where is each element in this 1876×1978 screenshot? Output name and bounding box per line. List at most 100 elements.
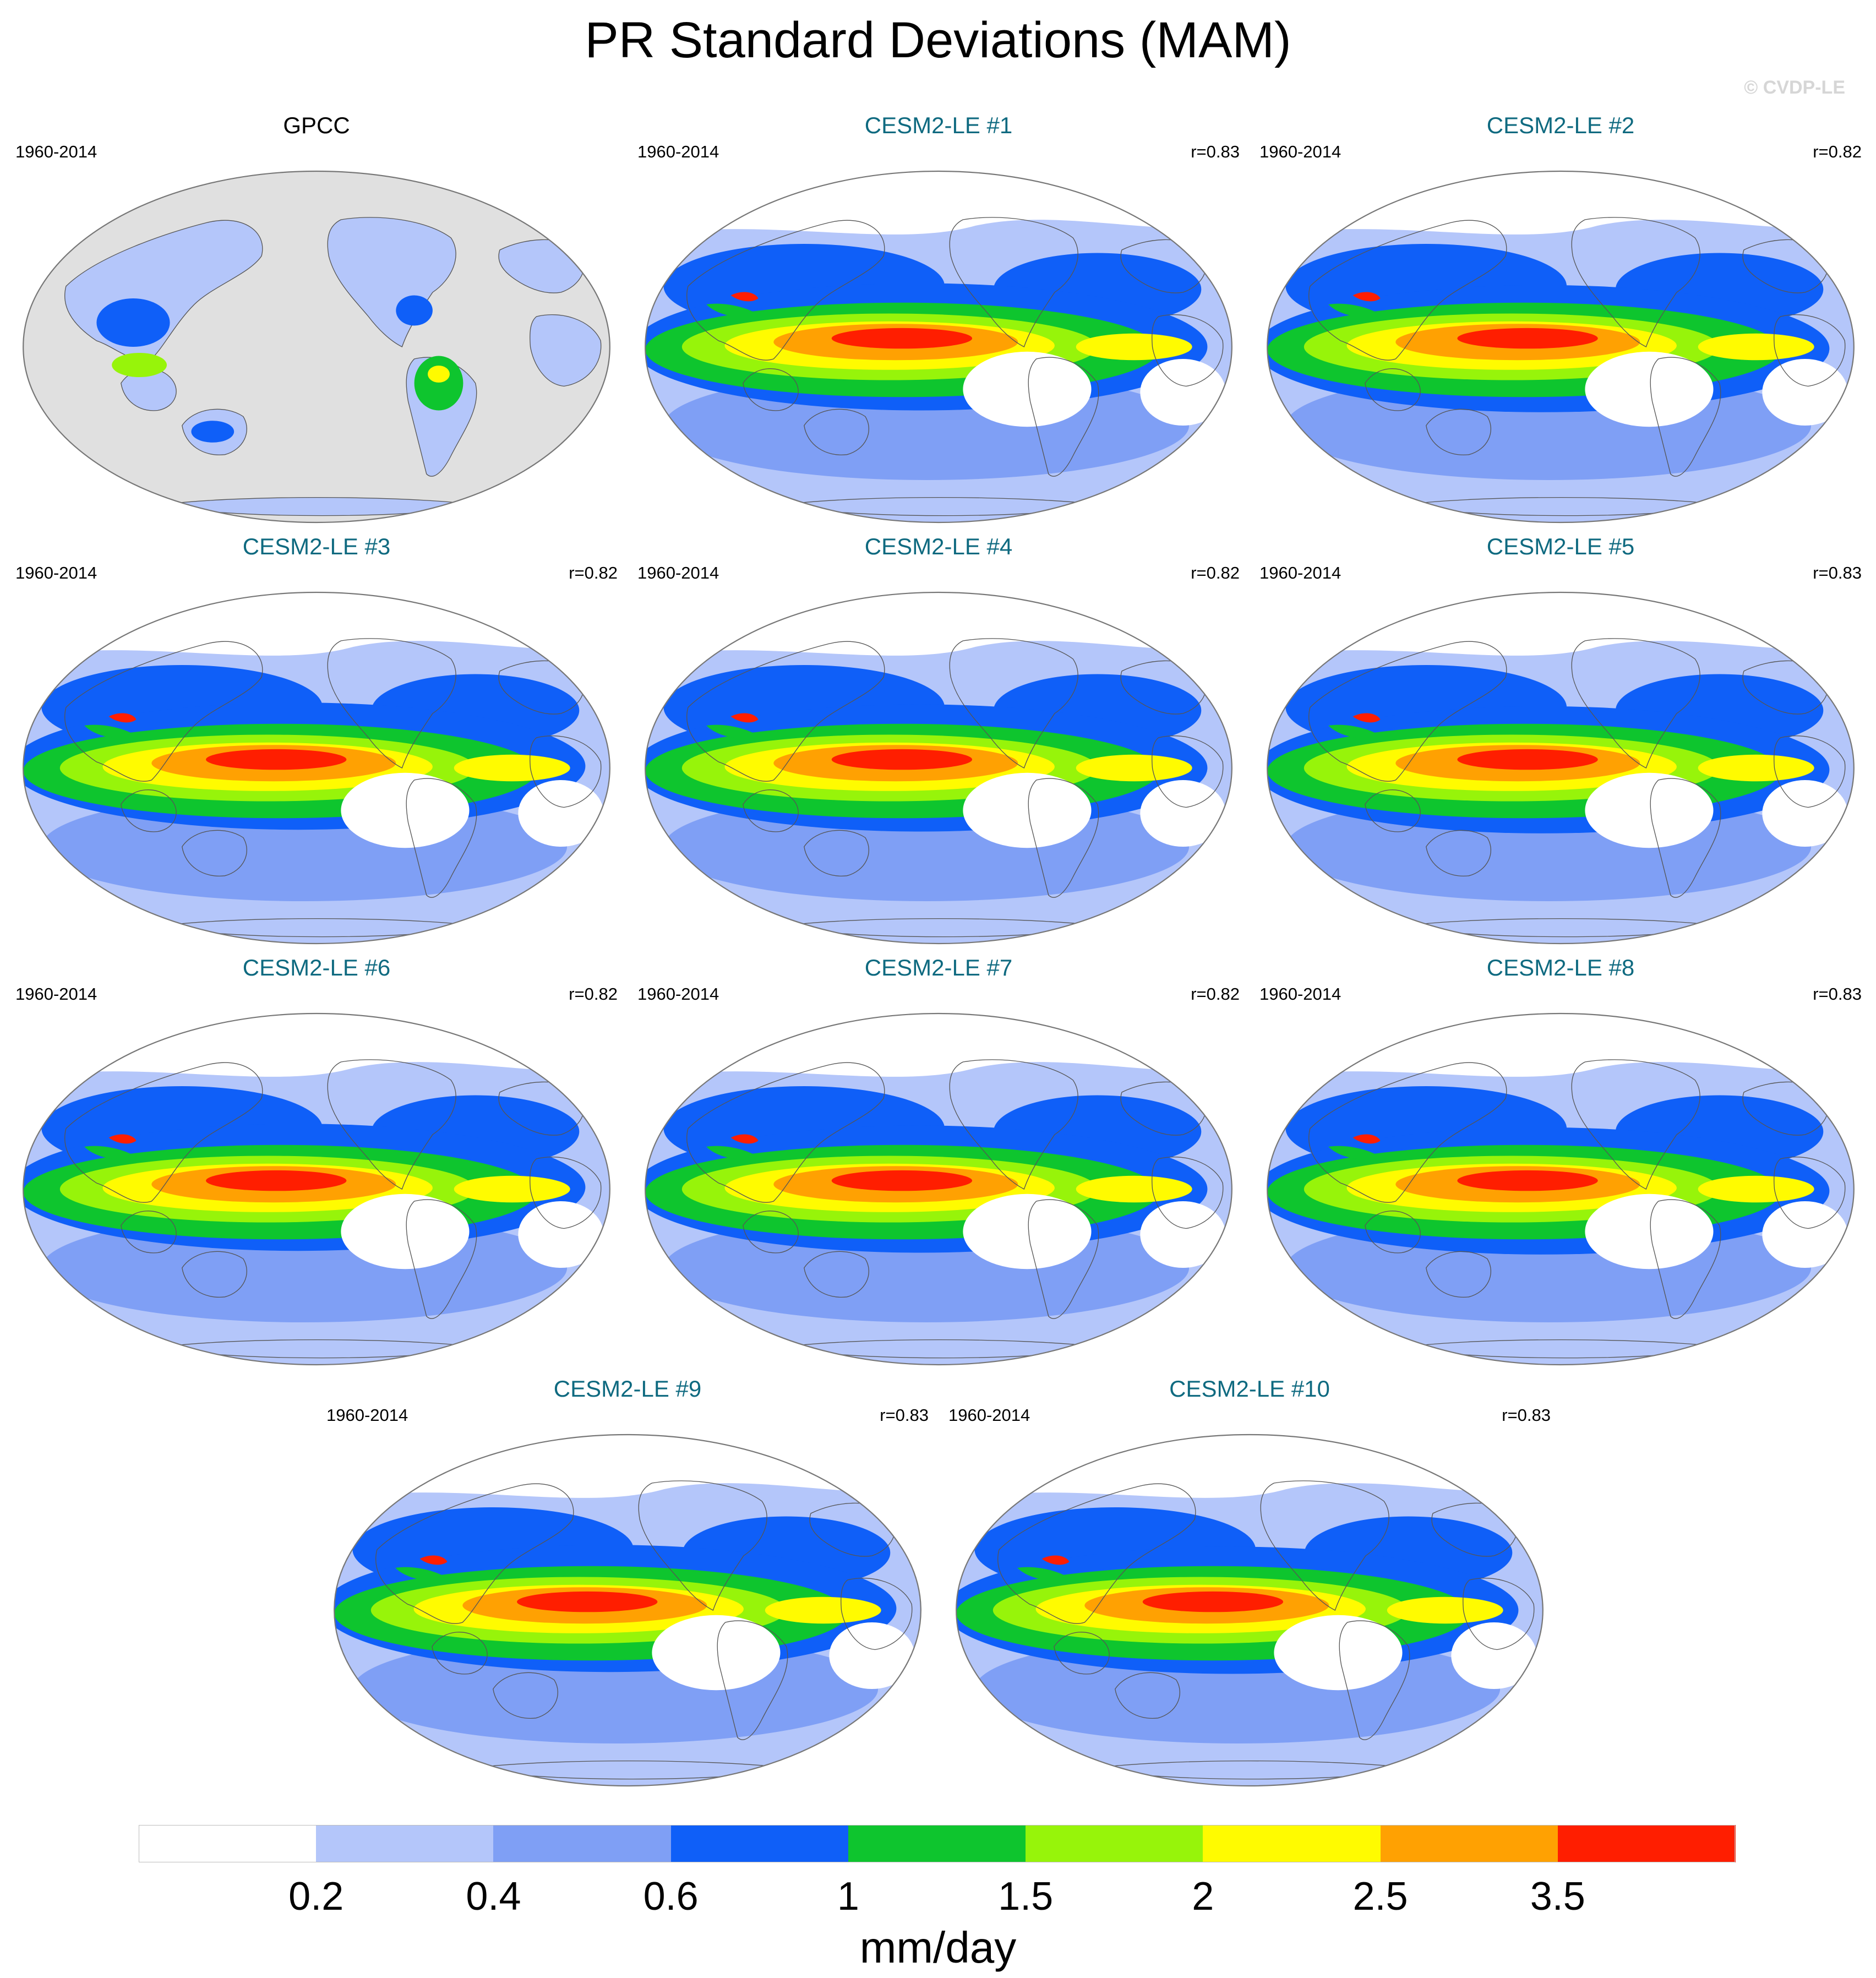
field-dry-southeast-pacific — [1274, 1615, 1403, 1691]
field-atlantic-itcz — [1076, 333, 1192, 361]
coastline-2 — [1115, 1672, 1180, 1719]
map-frame — [23, 170, 610, 524]
land-field-amazon-core — [428, 366, 450, 383]
panel-period: 1960-2014 — [637, 563, 719, 582]
world-map — [23, 170, 610, 524]
field-atlantic-itcz — [765, 1596, 881, 1624]
map-panel: GPCC 1960-2014 — [6, 110, 628, 528]
coastline-6 — [1152, 314, 1224, 387]
world-map — [645, 1012, 1233, 1366]
coastline-4 — [1028, 1199, 1099, 1319]
world-map — [1267, 591, 1855, 945]
field-tropics-red — [1457, 1170, 1598, 1191]
coastline-0 — [64, 641, 263, 782]
panel-title: CESM2-LE #1 — [864, 112, 1013, 138]
field-kuroshio-hotspot — [1353, 1134, 1381, 1144]
map-panel: CESM2-LE #9 1960-2014 r=0.83 — [317, 1374, 939, 1792]
coastline-0 — [1308, 1062, 1507, 1203]
panel-period: 1960-2014 — [948, 1405, 1030, 1425]
field-atlantic-itcz — [1698, 1175, 1814, 1203]
field-east-asia — [706, 303, 762, 318]
coastline-1 — [743, 1211, 799, 1254]
coastline-6 — [1463, 1578, 1535, 1650]
panel-period: 1960-2014 — [637, 984, 719, 1004]
coastline-0 — [1308, 220, 1507, 361]
field-east-asia — [1328, 724, 1384, 739]
panel-correlation: r=0.83 — [1813, 563, 1862, 582]
coastline-2 — [1426, 408, 1491, 456]
panel-title: CESM2-LE #9 — [553, 1376, 702, 1402]
coastline-5 — [1742, 239, 1829, 293]
coastline-4 — [1650, 357, 1721, 477]
colorbar-tick-label: 1 — [837, 1875, 859, 1919]
map-panel: CESM2-LE #1 1960-2014 r=0.83 — [628, 110, 1250, 528]
coastline-1 — [1054, 1632, 1110, 1675]
panel-correlation: r=0.82 — [569, 984, 618, 1004]
map-panel: CESM2-LE #6 1960-2014 r=0.82 — [6, 952, 628, 1371]
world-map — [23, 591, 610, 945]
field-east-asia — [84, 1146, 140, 1160]
coastline-0 — [686, 220, 885, 361]
coastline-3 — [949, 217, 1078, 347]
coastline-5 — [1431, 1502, 1518, 1557]
world-map — [23, 1012, 610, 1366]
land-field-maritime — [112, 353, 167, 377]
colorbar-segment — [848, 1825, 1027, 1862]
land-5 — [498, 239, 585, 293]
field-low-south — [1267, 476, 1854, 522]
land-7 — [163, 497, 476, 516]
colorbar-units: mm/day — [859, 1923, 1017, 1972]
world-map — [334, 1434, 921, 1787]
coastline-3 — [949, 638, 1078, 769]
land-field-amazon — [414, 356, 463, 411]
field-east-asia — [1328, 303, 1384, 318]
field-tropics-red — [831, 1170, 973, 1191]
field-atlantic-itcz — [1698, 754, 1814, 782]
panel-title: CESM2-LE #5 — [1486, 533, 1635, 559]
coastline-5 — [1120, 660, 1207, 715]
world-map — [956, 1434, 1544, 1787]
panel-period: 1960-2014 — [1259, 142, 1341, 161]
world-map — [1267, 1012, 1855, 1366]
field-dry-southeast-pacific — [341, 772, 470, 848]
colorbar-frame — [139, 1825, 1735, 1862]
field-atlantic-itcz — [454, 1175, 570, 1203]
field-low-south — [645, 476, 1232, 522]
colorbar-segment — [493, 1825, 672, 1862]
coastline-0 — [997, 1483, 1196, 1624]
coastline-6 — [841, 1578, 913, 1650]
field-dry-south-atlantic — [518, 780, 604, 847]
field-east-asia — [395, 1567, 451, 1581]
field-east-asia — [706, 724, 762, 739]
map-frame — [1267, 170, 1855, 524]
field-kuroshio-hotspot — [1353, 713, 1381, 723]
coastline-5 — [1120, 239, 1207, 293]
colorbar-tick-label: 0.6 — [643, 1875, 699, 1919]
panel-correlation: r=0.82 — [569, 563, 618, 582]
coastline-2 — [182, 1251, 247, 1298]
colorbar-tick-label: 0.2 — [288, 1875, 344, 1919]
coastline-4 — [1650, 778, 1721, 898]
field-dry-southeast-pacific — [1585, 772, 1714, 848]
coastline-6 — [530, 735, 602, 808]
map-panel: CESM2-LE #3 1960-2014 r=0.82 — [6, 531, 628, 950]
coastline-1 — [432, 1632, 488, 1675]
panel-correlation: r=0.82 — [1813, 142, 1862, 161]
colorbar-tick-label: 1.5 — [998, 1875, 1054, 1919]
colorbar-tick-label: 2 — [1192, 1875, 1214, 1919]
field-tropics-red — [1142, 1591, 1284, 1612]
coastline-2 — [804, 830, 869, 877]
field-dry-southeast-pacific — [652, 1615, 781, 1691]
panel-period: 1960-2014 — [15, 142, 97, 161]
map-panel: CESM2-LE #5 1960-2014 r=0.83 — [1250, 531, 1872, 950]
colorbar-tick-label: 2.5 — [1353, 1875, 1408, 1919]
field-east-asia — [84, 724, 140, 739]
panel-title: CESM2-LE #2 — [1486, 112, 1635, 138]
field-kuroshio-hotspot — [730, 1134, 759, 1144]
coastline-4 — [406, 778, 477, 898]
field-dry-southeast-pacific — [963, 772, 1092, 848]
coastline-3 — [638, 1480, 767, 1611]
coastline-4 — [1650, 1199, 1721, 1319]
map-panel: CESM2-LE #10 1960-2014 r=0.83 — [939, 1374, 1561, 1792]
field-low-south — [1267, 897, 1854, 944]
